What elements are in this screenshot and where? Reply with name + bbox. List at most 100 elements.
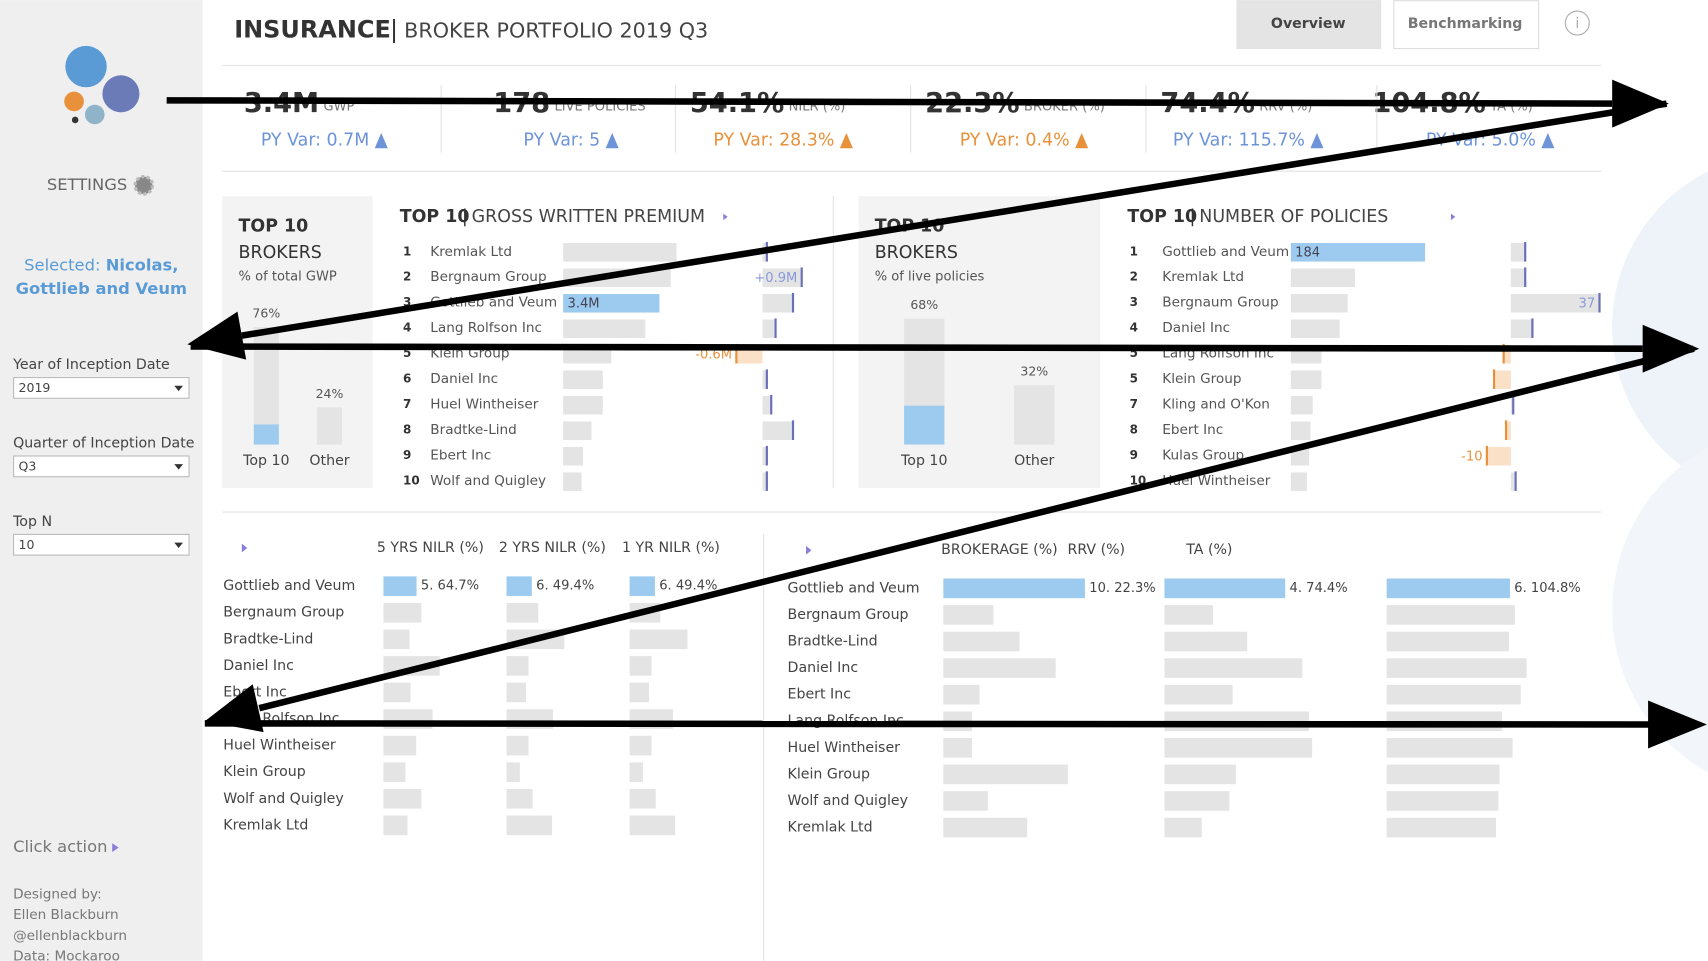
panel-subtitle: % of total GWP	[239, 269, 337, 284]
panel-title: TOP 10	[239, 217, 309, 237]
broker-name: Daniel Inc	[223, 658, 294, 674]
dropdown-value[interactable]: 2019	[19, 380, 51, 395]
metric-bar	[1164, 658, 1303, 678]
arrow-line	[258, 345, 1695, 712]
bar	[1290, 319, 1340, 339]
credit: @ellenblackburn	[13, 928, 127, 944]
metric-bar	[506, 762, 520, 783]
rank: 8	[1130, 423, 1138, 437]
broker-name: Huel Wintheiser	[223, 738, 336, 754]
tab-benchmarking[interactable]	[1393, 0, 1540, 50]
var-bar	[1510, 472, 1516, 491]
tab-label[interactable]: Overview	[1271, 16, 1346, 32]
bar	[1290, 294, 1348, 313]
dropdown-value[interactable]: Q3	[19, 458, 37, 473]
content: Year of Inception Date 2019 Quarter of Inc…	[12, 85, 1601, 961]
dropdown-caret	[174, 385, 183, 392]
var-bar	[1510, 294, 1600, 313]
rank: 1	[1130, 244, 1138, 258]
bar	[563, 370, 603, 389]
metric-bar	[943, 738, 972, 758]
title-sep: |	[390, 16, 398, 44]
gear-icon[interactable]	[133, 174, 155, 196]
kpi-var: PY Var: 115.7%	[1173, 131, 1305, 151]
metric-bar	[383, 576, 417, 596]
selection: Selected: Nicolas, Gottlieb and Veum	[16, 255, 187, 299]
metric-bar	[383, 735, 417, 756]
bar	[1290, 268, 1356, 288]
column-header: TA (%)	[1185, 542, 1232, 558]
list-title-sep: |	[1190, 207, 1196, 227]
arrow-head	[1612, 79, 1669, 128]
broker-name: Klein Group	[1162, 371, 1241, 387]
dropdown[interactable]	[13, 377, 190, 399]
metric-bar	[629, 576, 655, 596]
metric-bar	[1164, 764, 1236, 785]
share-category: Other	[1014, 453, 1054, 469]
share-value-label: 68%	[910, 297, 938, 312]
list-title-bold: TOP 10	[400, 207, 470, 227]
info-glyph[interactable]: i	[1575, 16, 1579, 32]
filter-label: Quarter of Inception Date	[13, 435, 194, 451]
arrow-line	[166, 97, 1613, 107]
metric-bar	[1386, 631, 1510, 652]
arrow-line	[190, 343, 1643, 352]
panel-title: BROKERS	[239, 243, 322, 263]
broker-name: Wolf and Quigley	[223, 791, 343, 807]
tab-overview[interactable]	[1236, 0, 1382, 50]
broker-name: Bergnaum Group	[1162, 295, 1278, 311]
share-category: Top 10	[242, 453, 289, 469]
var-bar	[1510, 243, 1526, 262]
filter-label: Top N	[12, 514, 52, 530]
metric-bar	[943, 631, 1020, 652]
reading-arrows	[166, 79, 1707, 749]
metric-bar	[629, 656, 652, 676]
kpi-var: PY Var: 0.7M	[261, 131, 369, 151]
dropdown[interactable]	[13, 533, 190, 556]
decoration	[1612, 171, 1708, 483]
rank: 6	[403, 372, 411, 386]
arrow-line	[204, 720, 1651, 728]
metric-bar	[1164, 791, 1230, 811]
tab-label[interactable]: Benchmarking	[1408, 16, 1523, 32]
column-header: 1 YR NILR (%)	[622, 540, 720, 556]
info-icon[interactable]	[1564, 10, 1590, 36]
bar	[1290, 421, 1311, 440]
title-bold: INSURANCE	[234, 16, 391, 44]
var-label: -10	[1461, 449, 1482, 464]
logo-dot	[71, 116, 79, 124]
bar	[563, 243, 677, 262]
selected-share	[904, 405, 945, 445]
var-label: 37	[1579, 296, 1596, 311]
arrow-line	[241, 100, 1668, 339]
rank: 4	[403, 321, 411, 335]
metric-bar	[383, 682, 411, 703]
broker-name: Bergnaum Group	[430, 269, 546, 285]
broker-name: Bergnaum Group	[223, 605, 344, 621]
metric-label: 10. 22.3%	[1089, 581, 1155, 596]
settings-label[interactable]: SETTINGS	[47, 175, 127, 194]
dropdown-value[interactable]: 10	[19, 537, 35, 552]
broker-name: Bergnaum Group	[788, 607, 909, 623]
rank: 5	[1130, 372, 1138, 386]
var-bar	[762, 472, 767, 491]
rank: 8	[403, 423, 411, 437]
broker-name: Gottlieb and Veum	[223, 578, 355, 594]
metric-bar	[506, 656, 529, 676]
var-bar	[762, 421, 793, 440]
credit: Designed by:	[13, 886, 102, 902]
dropdown[interactable]	[13, 455, 190, 478]
share-bar	[1014, 385, 1055, 445]
broker-name: Klein Group	[788, 766, 870, 782]
rank: 9	[403, 448, 411, 462]
kpi-triangle	[605, 133, 619, 149]
metric-bar	[1386, 578, 1510, 599]
metric-bar	[506, 788, 533, 809]
play-icon	[723, 213, 728, 221]
click-action[interactable]: Click action	[13, 837, 107, 856]
metric-bar	[506, 682, 526, 703]
metric-bar	[943, 817, 1028, 838]
bar	[1290, 395, 1313, 415]
share-bar	[316, 407, 343, 445]
